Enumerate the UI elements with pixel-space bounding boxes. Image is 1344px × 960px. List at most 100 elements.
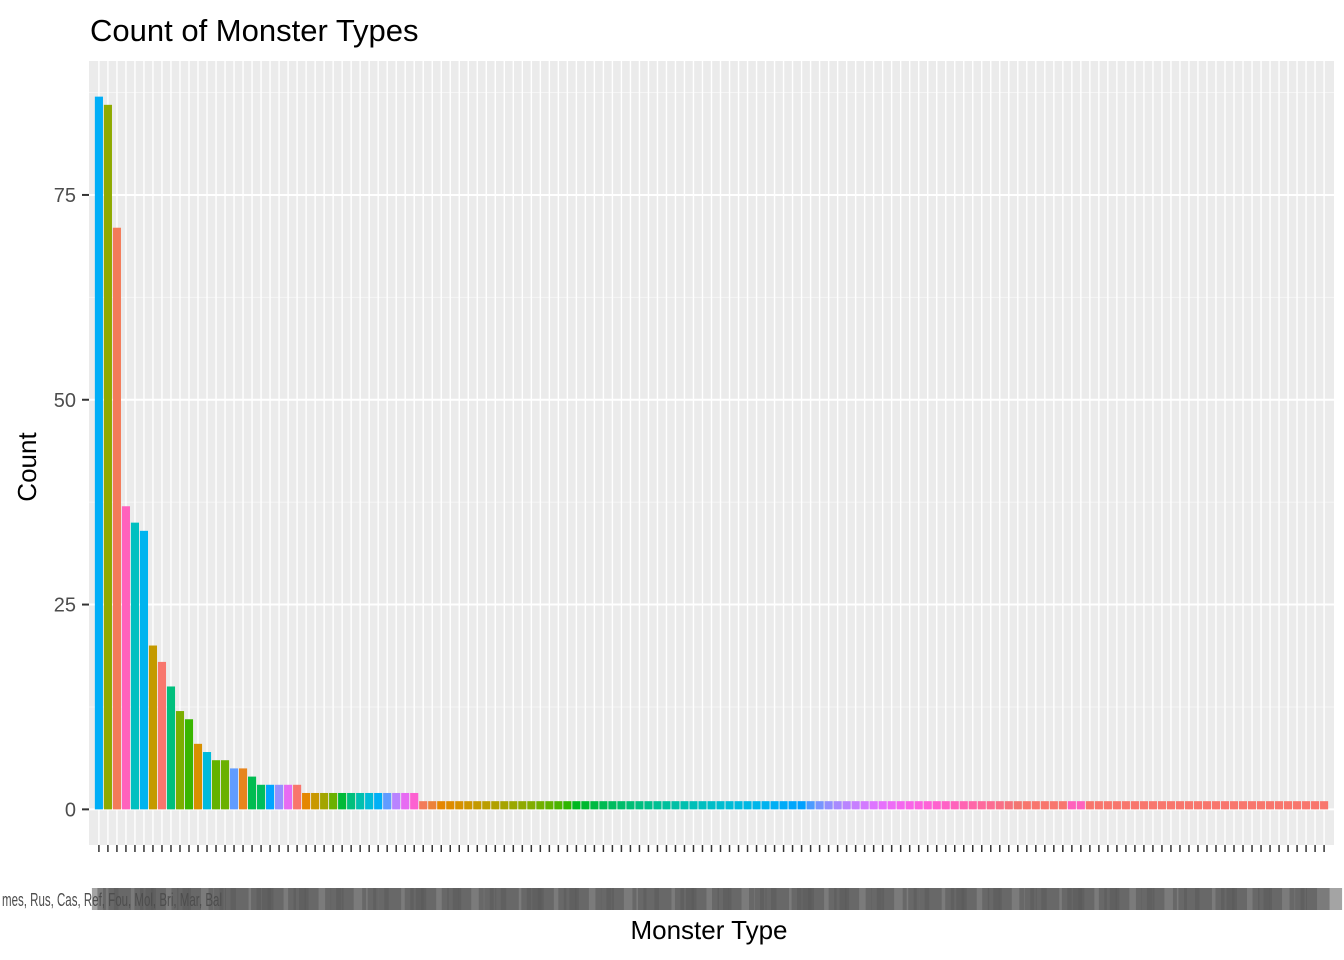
bar (148, 645, 158, 810)
bar (518, 801, 527, 810)
bar (428, 801, 437, 810)
bar (1157, 801, 1166, 810)
bar (1193, 801, 1203, 810)
bar (671, 801, 680, 810)
bar (464, 801, 473, 810)
bar (1211, 801, 1221, 810)
bar (635, 801, 644, 810)
bar (1311, 801, 1320, 810)
bar (347, 792, 356, 810)
bar (725, 801, 734, 810)
bar (995, 801, 1004, 810)
x-axis (91, 845, 1343, 910)
bar (184, 719, 194, 810)
bar (842, 801, 851, 810)
bar (716, 801, 725, 810)
x-axis-title: Monster Type (630, 915, 787, 945)
bar (644, 801, 653, 810)
bar (392, 792, 401, 810)
bar (338, 792, 347, 810)
bar (851, 801, 860, 810)
bar (94, 96, 103, 810)
bar (869, 801, 878, 810)
bar (293, 784, 302, 810)
bar (734, 801, 743, 810)
bar (1121, 801, 1130, 810)
bar (1202, 801, 1212, 810)
bar (1058, 801, 1067, 810)
bar (1094, 801, 1103, 810)
bar (860, 801, 869, 810)
bar (248, 776, 257, 810)
bars (94, 96, 1329, 810)
bar (1220, 801, 1230, 810)
bar (374, 792, 383, 810)
bar (1184, 801, 1194, 810)
bar (905, 801, 914, 810)
x-tick-label-blur (1306, 888, 1343, 910)
bar (437, 801, 446, 810)
bar (202, 752, 212, 810)
y-tick-label: 25 (54, 595, 76, 617)
y-tick-label: 0 (65, 799, 76, 821)
bar (941, 801, 950, 810)
bar (284, 784, 293, 810)
bar (815, 801, 824, 810)
chart-title: Count of Monster Types (90, 13, 419, 48)
bar (410, 792, 419, 810)
bar (752, 801, 761, 810)
bar (112, 227, 121, 810)
bar (743, 801, 752, 810)
bar (383, 792, 392, 810)
bar (1284, 801, 1293, 810)
bar (311, 792, 320, 810)
bar (1085, 801, 1094, 810)
bar (365, 792, 374, 810)
bar (1302, 801, 1311, 810)
bar (1031, 801, 1040, 810)
bar (1130, 801, 1139, 810)
bar (1004, 801, 1013, 810)
bar (707, 801, 716, 810)
bar (599, 801, 608, 810)
bar (509, 801, 518, 810)
bar (662, 801, 671, 810)
bar (1049, 801, 1058, 810)
bar (419, 801, 428, 810)
bar (193, 743, 203, 810)
bar (986, 801, 995, 810)
bar (166, 686, 176, 810)
bar (130, 522, 139, 810)
bar (878, 801, 887, 810)
y-axis-title: Count (12, 432, 42, 502)
bar (1166, 801, 1175, 810)
bar (257, 784, 266, 810)
bar (779, 801, 788, 810)
bar (1274, 801, 1284, 810)
bar (1067, 801, 1076, 810)
y-tick-label: 75 (54, 185, 76, 207)
bar (689, 801, 698, 810)
bar (356, 792, 365, 810)
bar (833, 801, 842, 810)
bar (1247, 801, 1257, 810)
bar (770, 801, 779, 810)
bar (1256, 801, 1266, 810)
bar (175, 711, 185, 810)
bar (275, 784, 284, 810)
bar (590, 801, 599, 810)
bar (788, 801, 797, 810)
bar (103, 104, 112, 810)
bar (1112, 801, 1121, 810)
bar (608, 801, 617, 810)
bar (1148, 801, 1157, 810)
bar (959, 801, 968, 810)
bar (1229, 801, 1239, 810)
bar (1013, 801, 1022, 810)
bar (473, 801, 482, 810)
bar (968, 801, 977, 810)
bar (238, 768, 248, 810)
bar (482, 801, 491, 810)
bar (554, 801, 563, 810)
